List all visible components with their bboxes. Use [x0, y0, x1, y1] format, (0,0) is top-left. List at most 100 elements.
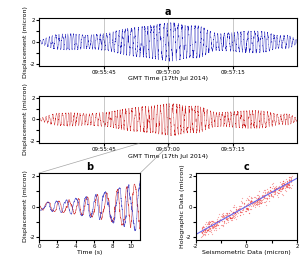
Point: [268, 189, 273, 194]
Point: [286, 175, 291, 179]
Point: [253, 199, 258, 204]
Point: [210, 225, 215, 230]
Point: [234, 207, 239, 211]
Point: [239, 200, 244, 205]
Point: [280, 187, 285, 191]
Point: [285, 185, 290, 189]
Point: [284, 182, 289, 186]
Point: [258, 201, 263, 205]
Point: [273, 189, 278, 194]
Point: [248, 201, 253, 205]
Point: [225, 211, 230, 215]
Point: [262, 188, 267, 192]
Point: [284, 184, 289, 188]
Point: [267, 194, 272, 198]
Point: [279, 183, 284, 187]
Y-axis label: Holographic Data (micron): Holographic Data (micron): [180, 165, 185, 248]
Point: [203, 228, 208, 232]
Point: [287, 179, 292, 183]
Point: [284, 182, 289, 186]
Point: [261, 193, 266, 197]
Point: [243, 204, 248, 208]
Point: [234, 209, 239, 214]
Point: [280, 179, 285, 183]
Point: [247, 198, 251, 202]
Point: [275, 195, 280, 199]
Point: [255, 200, 260, 205]
Point: [224, 218, 229, 222]
Point: [273, 184, 278, 188]
Point: [233, 217, 238, 221]
Point: [277, 188, 282, 192]
Point: [267, 193, 272, 197]
Point: [206, 224, 211, 229]
Point: [240, 208, 245, 212]
X-axis label: Time (s): Time (s): [77, 251, 102, 255]
X-axis label: GMT Time (17th Jul 2014): GMT Time (17th Jul 2014): [128, 154, 208, 159]
Point: [278, 186, 282, 190]
Point: [220, 214, 225, 218]
Point: [230, 210, 235, 214]
Point: [269, 194, 274, 198]
Point: [274, 186, 278, 190]
Point: [252, 198, 257, 203]
Point: [208, 227, 212, 231]
Title: b: b: [86, 162, 93, 172]
Point: [244, 206, 249, 210]
Point: [210, 225, 215, 230]
Point: [204, 229, 209, 233]
Point: [234, 214, 239, 218]
Point: [200, 226, 205, 230]
Point: [203, 230, 208, 235]
Point: [249, 196, 254, 200]
Point: [271, 190, 275, 194]
Point: [200, 226, 205, 230]
Point: [246, 203, 251, 207]
Point: [277, 186, 282, 190]
Point: [244, 205, 249, 209]
Point: [283, 183, 288, 187]
Point: [272, 189, 277, 193]
Point: [287, 182, 292, 186]
Point: [273, 187, 278, 191]
Point: [202, 232, 206, 236]
Point: [276, 185, 281, 189]
Point: [256, 198, 261, 202]
X-axis label: Seismometric Data (micron): Seismometric Data (micron): [202, 251, 291, 255]
Point: [267, 184, 272, 189]
Point: [257, 189, 262, 193]
Point: [286, 177, 291, 181]
Point: [244, 202, 249, 206]
Point: [272, 188, 277, 192]
Point: [248, 204, 253, 208]
Point: [207, 229, 212, 233]
Point: [271, 194, 276, 198]
Point: [280, 184, 285, 188]
Point: [246, 203, 251, 207]
Point: [247, 200, 252, 204]
Point: [209, 224, 214, 228]
Point: [254, 198, 259, 203]
Point: [228, 216, 233, 220]
Point: [199, 230, 204, 234]
Point: [199, 230, 204, 234]
Point: [287, 184, 292, 189]
Point: [236, 206, 241, 210]
Point: [269, 193, 274, 197]
Point: [244, 203, 248, 207]
Point: [225, 220, 230, 224]
Point: [255, 198, 260, 203]
Point: [285, 185, 290, 189]
Point: [280, 185, 285, 189]
Point: [288, 179, 293, 183]
Point: [221, 224, 226, 228]
Point: [237, 209, 242, 213]
Point: [259, 201, 264, 205]
Point: [280, 192, 285, 196]
Point: [248, 207, 253, 211]
Point: [235, 211, 240, 215]
Point: [224, 216, 229, 220]
Y-axis label: Displacement (micron): Displacement (micron): [23, 84, 28, 155]
Point: [214, 219, 219, 223]
Point: [216, 212, 221, 216]
